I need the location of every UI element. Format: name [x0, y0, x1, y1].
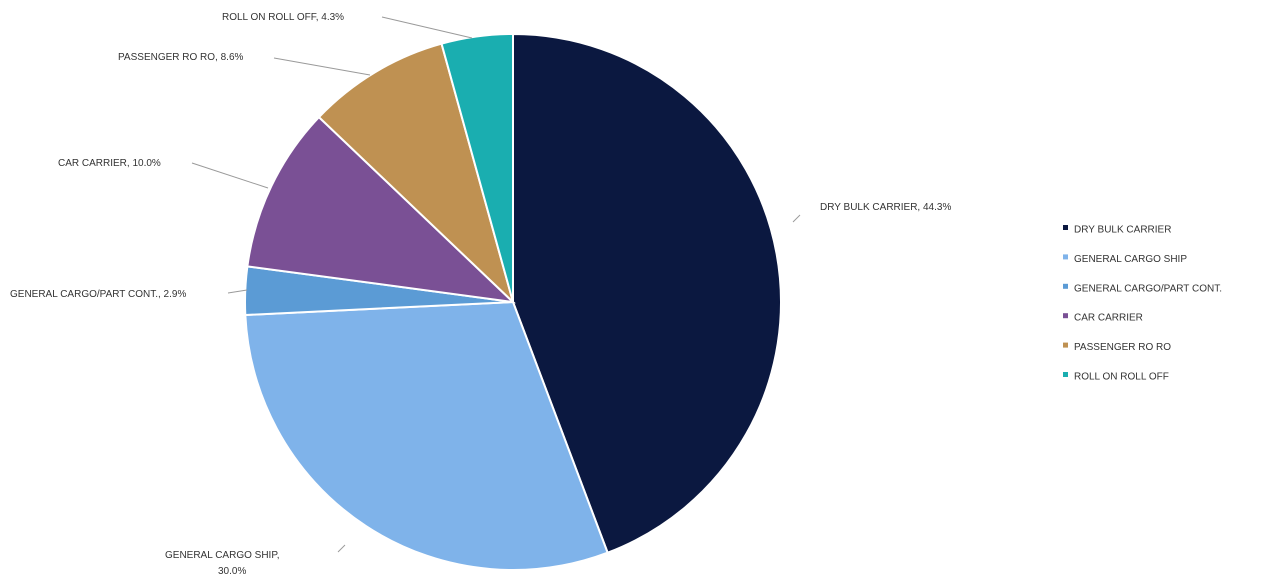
data-label-dry-bulk-carrier: DRY BULK CARRIER, 44.3%: [820, 202, 951, 213]
pie-slice-car-carrier: [246, 115, 516, 304]
data-label-general-cargo-part-cont: GENERAL CARGO/PART CONT., 2.9%: [10, 289, 186, 300]
data-label-car-carrier: CAR CARRIER, 10.0%: [58, 158, 161, 169]
legend-swatch-roll-on-roll-off: [1063, 372, 1068, 377]
data-label-passenger-ro-ro: PASSENGER RO RO, 8.6%: [118, 52, 244, 63]
data-label-general-cargo-ship: GENERAL CARGO SHIP,: [165, 550, 279, 561]
leader-line-dry-bulk-carrier: [792, 214, 801, 223]
leader-line-car-carrier: [191, 162, 269, 189]
legend-swatch-dry-bulk-carrier: [1063, 225, 1068, 230]
legend-swatch-passenger-ro-ro: [1063, 342, 1068, 348]
data-labels: DRY BULK CARRIER, 44.3% GENERAL CARGO SHI…: [10, 12, 951, 577]
pie-slice-roll-on-roll-off: [440, 32, 514, 303]
data-label-general-cargo-ship-value: 30.0%: [218, 566, 246, 577]
leader-line-general-cargo-part-cont: [227, 289, 248, 294]
legend-swatch-car-carrier: [1063, 313, 1068, 319]
pie-slice-dry-bulk-carrier: [512, 32, 782, 555]
pie-slice-passenger-ro-ro: [317, 42, 515, 306]
legend: DRY BULK CARRIER GENERAL CARGO SHIP GENERA…: [1063, 225, 1222, 383]
leader-lines: [191, 16, 801, 553]
legend-label-passenger-ro-ro: PASSENGER RO RO: [1074, 342, 1171, 353]
data-label-roll-on-roll-off: ROLL ON ROLL OFF, 4.3%: [222, 12, 344, 23]
pie-slice-general-cargo-ship: [244, 300, 609, 571]
legend-label-general-cargo-part-cont: GENERAL CARGO/PART CONT.: [1074, 283, 1222, 294]
legend-label-roll-on-roll-off: ROLL ON ROLL OFF: [1074, 372, 1169, 383]
legend-label-dry-bulk-carrier: DRY BULK CARRIER: [1074, 225, 1171, 236]
pie-slices: [244, 32, 782, 571]
legend-label-car-carrier: CAR CARRIER: [1074, 313, 1143, 324]
legend-swatch-general-cargo-part-cont: [1063, 283, 1068, 289]
leader-line-roll-on-roll-off: [381, 16, 473, 39]
leader-line-passenger-ro-ro: [273, 57, 371, 76]
leader-line-general-cargo-ship: [337, 544, 346, 553]
legend-swatch-general-cargo-ship: [1063, 254, 1068, 260]
legend-label-general-cargo-ship: GENERAL CARGO SHIP: [1074, 254, 1187, 265]
